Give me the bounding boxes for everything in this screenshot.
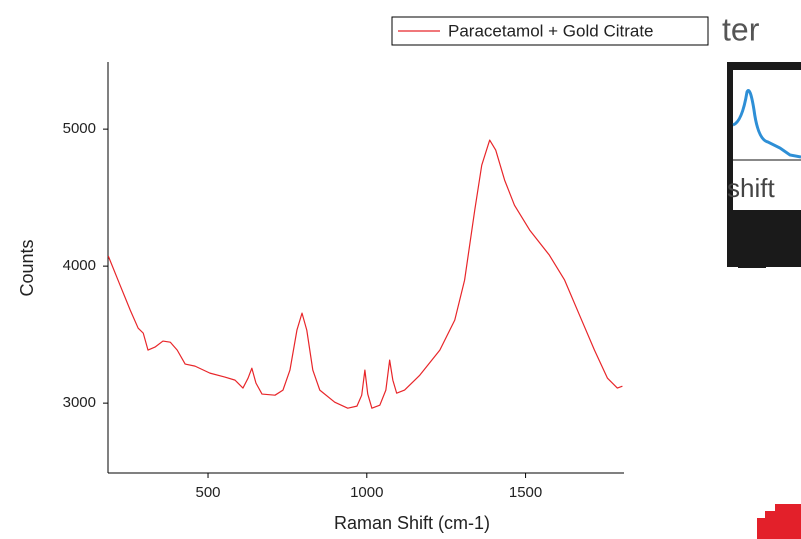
y-tick-label: 3000 — [63, 394, 96, 411]
background-text: shift — [727, 173, 775, 203]
monitor-stand — [738, 262, 766, 268]
x-tick-label: 500 — [196, 484, 221, 501]
data-line — [107, 139, 623, 409]
logo-fragment — [757, 504, 801, 539]
x-tick-label: 1500 — [509, 484, 542, 501]
x-axis-title: Raman Shift (cm-1) — [334, 513, 490, 533]
y-axis-title: Counts — [17, 239, 37, 296]
legend-box — [391, 16, 709, 46]
monitor-screen — [733, 70, 801, 210]
monitor-curve — [732, 89, 801, 159]
y-tick-label: 5000 — [63, 120, 96, 137]
background-image: ter shift — [722, 11, 801, 539]
x-tick-label: 1000 — [350, 484, 383, 501]
y-tick-label: 4000 — [63, 257, 96, 274]
background-text: ter — [722, 11, 760, 47]
legend-label: Paracetamol + Gold Citrate — [448, 21, 654, 40]
